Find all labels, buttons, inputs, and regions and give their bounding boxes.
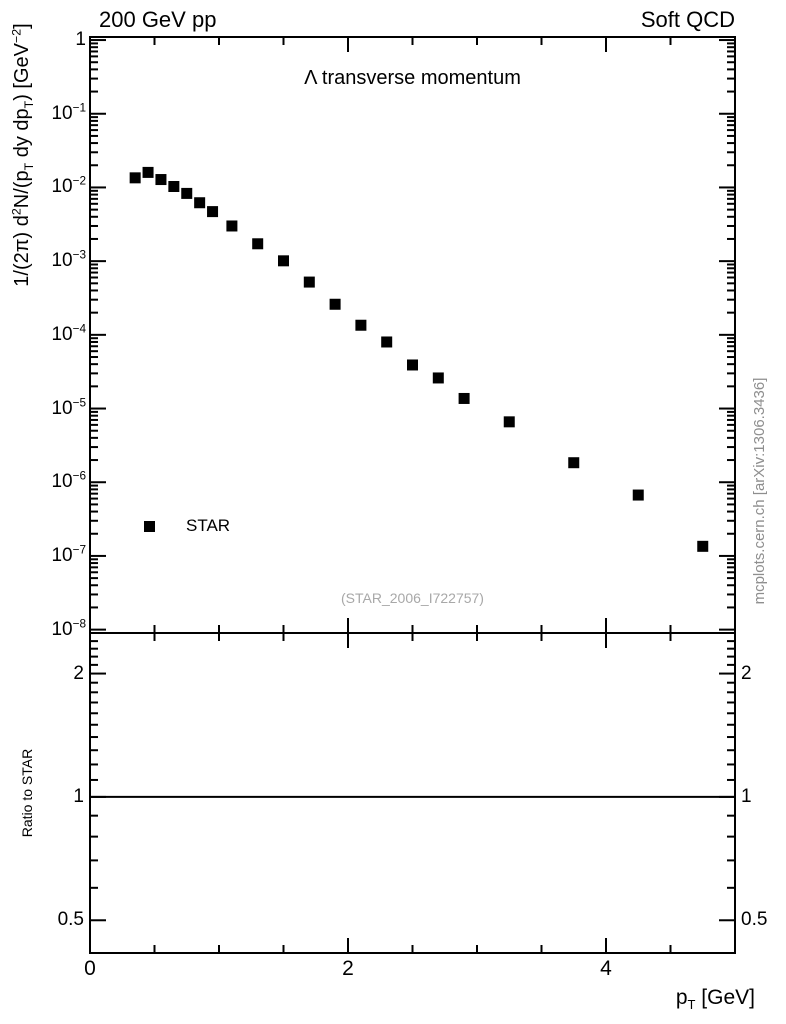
beam-energy-label: 200 GeV pp <box>99 7 217 32</box>
data-point-marker <box>142 166 154 178</box>
exponent: −8 <box>72 617 86 631</box>
x-axis-tick-label: 4 <box>600 957 612 980</box>
data-point-marker <box>226 220 238 232</box>
data-point-marker <box>697 540 709 552</box>
y-axis-tick-label: 10−8 <box>51 617 86 640</box>
main-panel-frame <box>89 36 736 634</box>
data-point-marker <box>303 276 315 288</box>
legend-entry-label: STAR <box>186 516 231 535</box>
data-point-marker <box>355 319 367 331</box>
ratio-tick-label-right: 2 <box>741 662 752 684</box>
y-axis-tick-label: 10−3 <box>51 248 86 272</box>
mcplots-credit: mcplots.cern.ch [arXiv:1306.3436] <box>751 377 768 605</box>
ratio-tick-label-right: 0.5 <box>741 909 768 931</box>
x-axis-title: pT [GeV] <box>675 986 755 1013</box>
data-point-marker <box>632 489 644 501</box>
exponent: −6 <box>72 469 86 483</box>
ratio-tick-label-left: 1 <box>73 785 84 807</box>
y-axis-tick-label: 10−5 <box>51 396 86 419</box>
y-axis-tick-label: 10−2 <box>51 175 86 198</box>
ratio-tick-label-right: 1 <box>741 785 752 807</box>
y-axis-tick-label: 10−1 <box>51 101 86 124</box>
plot-title: Λ transverse momentum <box>304 67 521 89</box>
exponent: −2 <box>72 175 86 189</box>
x-axis-tick-label: 0 <box>84 957 96 980</box>
data-point-marker <box>252 238 264 250</box>
data-point-marker <box>568 457 580 469</box>
y-axis-tick-label: 10−7 <box>51 543 86 566</box>
exponent: −3 <box>72 248 86 262</box>
data-point-marker <box>278 255 289 267</box>
legend-marker-filled-square-icon <box>144 520 155 532</box>
data-point-marker <box>194 197 206 209</box>
y-axis-tick-label: 1 <box>75 29 86 51</box>
subscript: T <box>687 997 696 1013</box>
exponent: −1 <box>72 101 86 115</box>
y-axis-tick-label: 10−4 <box>51 322 86 345</box>
ratio-tick-label-left: 0.5 <box>57 909 84 931</box>
data-point-marker <box>181 187 193 199</box>
exponent: −4 <box>72 322 86 336</box>
process-group-label: Soft QCD <box>640 7 735 32</box>
data-point-marker <box>155 174 167 186</box>
exponent: −7 <box>72 543 86 557</box>
data-point-marker <box>381 336 393 348</box>
data-point-marker <box>207 206 219 218</box>
data-point-marker <box>503 416 515 428</box>
data-point-marker <box>329 298 341 310</box>
ratio-tick-label-left: 2 <box>73 662 84 684</box>
data-point-marker <box>432 372 444 384</box>
ratio-panel-frame <box>89 632 736 954</box>
analysis-id-watermark: (STAR_2006_I722757) <box>341 590 484 606</box>
data-point-marker <box>407 359 418 371</box>
x-axis-tick-label: 2 <box>342 957 354 980</box>
superscript: −2 <box>9 28 24 43</box>
data-point-marker <box>458 392 470 404</box>
superscript: 2 <box>9 208 24 216</box>
legend: STAR <box>144 516 230 536</box>
data-point-marker <box>168 180 180 192</box>
exponent: −5 <box>72 396 86 410</box>
data-point-marker <box>129 172 141 184</box>
subscript: T <box>22 162 36 171</box>
y-axis-tick-label: 10−6 <box>51 469 86 493</box>
